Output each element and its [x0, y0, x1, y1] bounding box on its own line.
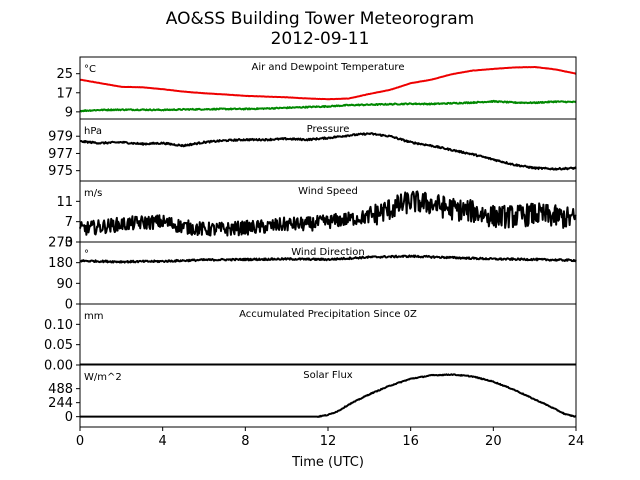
x-tick-label: 4: [159, 434, 167, 449]
y-tick-label-wind_dir: 0: [65, 298, 73, 313]
unit-label-solar: W/m^2: [84, 372, 122, 383]
x-tick-label: 0: [76, 434, 84, 449]
x-tick-label: 16: [402, 434, 419, 449]
panel-pressure: 975 977 979 hPa Pressure: [48, 118, 577, 182]
figure-subtitle: 2012-09-11: [271, 29, 370, 49]
y-tick-label-wind_dir: 90: [56, 277, 73, 292]
y-tick-label-precip: 0.05: [44, 338, 73, 353]
panel-title-temp: Air and Dewpoint Temperature: [252, 62, 405, 73]
panel-title-wind_speed: Wind Speed: [298, 186, 358, 197]
panel-temp: 9 17 25 °C Air and Dewpoint Temperature: [56, 56, 577, 120]
series-line-wind_dir-0: [79, 254, 577, 264]
y-tick-label-precip: 0.00: [44, 359, 73, 374]
panel-title-solar: Solar Flux: [303, 370, 353, 381]
panel-title-pressure: Pressure: [307, 124, 350, 135]
figure-title: AO&SS Building Tower Meteorogram: [166, 9, 474, 29]
y-tick-label-wind_dir: 270: [48, 236, 73, 251]
unit-label-temp: °C: [84, 64, 96, 75]
y-tick-label-temp: 25: [56, 67, 73, 82]
x-axis: 0 4 8 12 16 20 24: [76, 427, 584, 449]
y-tick-label-precip: 0.10: [44, 318, 73, 333]
series-line-temp-1: [79, 99, 577, 113]
y-tick-label-temp: 17: [56, 86, 73, 101]
y-tick-label-pressure: 979: [48, 130, 73, 145]
y-tick-label-pressure: 975: [48, 164, 73, 179]
x-tick-label: 12: [320, 434, 337, 449]
y-tick-label-solar: 488: [48, 382, 73, 397]
panel-wind_dir: 0 90 180 270 ° Wind Direction: [48, 236, 577, 313]
unit-label-pressure: hPa: [84, 126, 102, 137]
x-tick-label: 24: [568, 434, 585, 449]
x-axis-label: Time (UTC): [291, 455, 364, 470]
unit-label-wind_speed: m/s: [84, 188, 102, 199]
y-tick-label-wind_dir: 180: [48, 256, 73, 271]
unit-label-wind_dir: °: [84, 249, 89, 260]
y-tick-label-temp: 9: [65, 105, 73, 120]
y-tick-label-wind_speed: 7: [65, 215, 73, 230]
x-tick-label: 20: [485, 434, 502, 449]
unit-label-precip: mm: [84, 311, 103, 322]
panel-title-wind_dir: Wind Direction: [291, 247, 365, 258]
y-tick-label-pressure: 977: [48, 147, 73, 162]
series-line-temp-0: [79, 65, 577, 101]
y-tick-label-solar: 244: [48, 396, 73, 411]
x-tick-label: 8: [241, 434, 249, 449]
series-line-solar-0: [79, 373, 577, 418]
y-tick-label-wind_speed: 11: [56, 195, 73, 210]
series-line-wind_speed-0: [79, 190, 577, 237]
panel-title-precip: Accumulated Precipitation Since 0Z: [239, 309, 417, 320]
series-line-pressure-0: [79, 132, 577, 171]
y-tick-label-solar: 0: [65, 410, 73, 425]
y-tick-label-wind_speed: 3: [65, 236, 73, 251]
